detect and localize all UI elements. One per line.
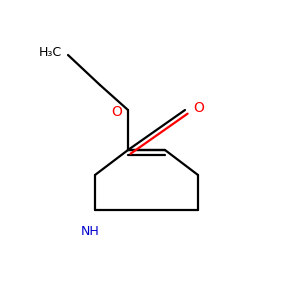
Text: NH: NH [81, 225, 99, 238]
Text: O: O [193, 101, 204, 115]
Text: H₃C: H₃C [39, 46, 62, 59]
Text: O: O [111, 105, 122, 119]
